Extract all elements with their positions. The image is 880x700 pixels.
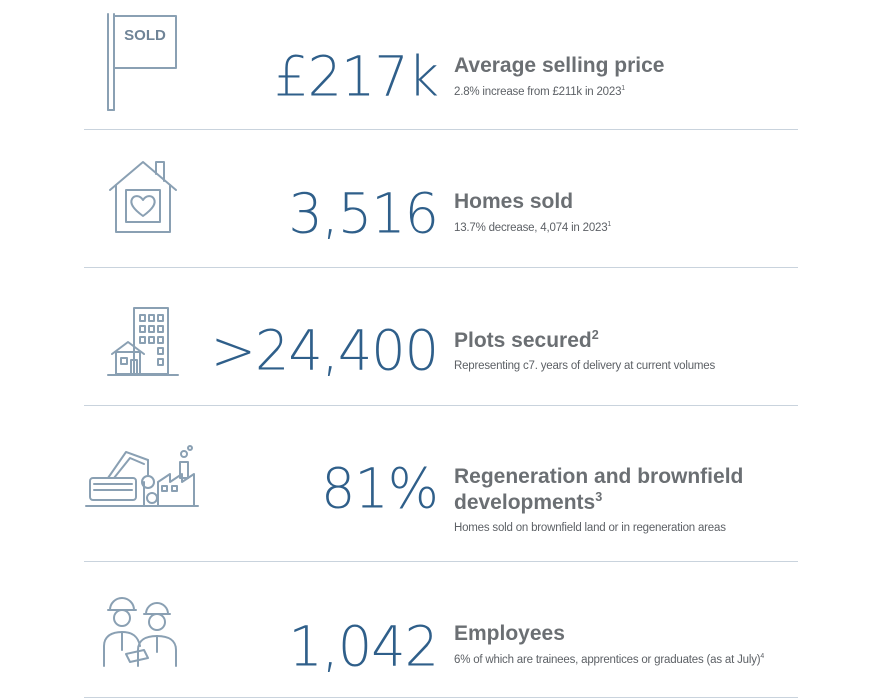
divider	[84, 267, 798, 268]
stat-value-average-selling-price: £217k	[274, 44, 439, 109]
stat-title-plots-secured: Plots secured2	[454, 328, 599, 352]
svg-text:SOLD: SOLD	[124, 27, 166, 44]
sold-sign-icon: SOLD	[104, 12, 180, 112]
divider	[84, 129, 798, 130]
stat-value-homes-sold: 3,516	[288, 181, 439, 246]
stat-title-regeneration: Regeneration and brownfield	[454, 465, 744, 488]
stat-value-plots-secured: >24,400	[210, 318, 439, 383]
stat-title-average-selling-price: Average selling price	[454, 54, 665, 77]
stat-subtitle-regeneration: Homes sold on brownfield land or in rege…	[454, 522, 726, 534]
divider	[84, 405, 798, 406]
stat-value-regeneration: 81%	[320, 456, 439, 521]
stat-title-regeneration-line2: developments3	[454, 490, 603, 514]
divider	[84, 561, 798, 562]
stat-title-homes-sold: Homes sold	[454, 190, 574, 213]
buildings-icon	[106, 306, 180, 378]
stat-subtitle-plots-secured: Representing c7. years of delivery at cu…	[454, 360, 716, 372]
stat-subtitle-employees: 6% of which are trainees, apprentices or…	[454, 653, 765, 666]
stat-subtitle-homes-sold: 13.7% decrease, 4,074 in 20231	[454, 221, 612, 234]
stat-value-employees: 1,042	[288, 614, 439, 679]
construction-workers-icon	[100, 592, 184, 670]
stat-title-employees: Employees	[454, 622, 565, 645]
divider	[84, 697, 798, 698]
demolition-factory-icon	[84, 442, 200, 510]
house-heart-icon	[108, 158, 178, 234]
stat-subtitle-average-selling-price: 2.8% increase from £211k in 20231	[454, 85, 625, 98]
